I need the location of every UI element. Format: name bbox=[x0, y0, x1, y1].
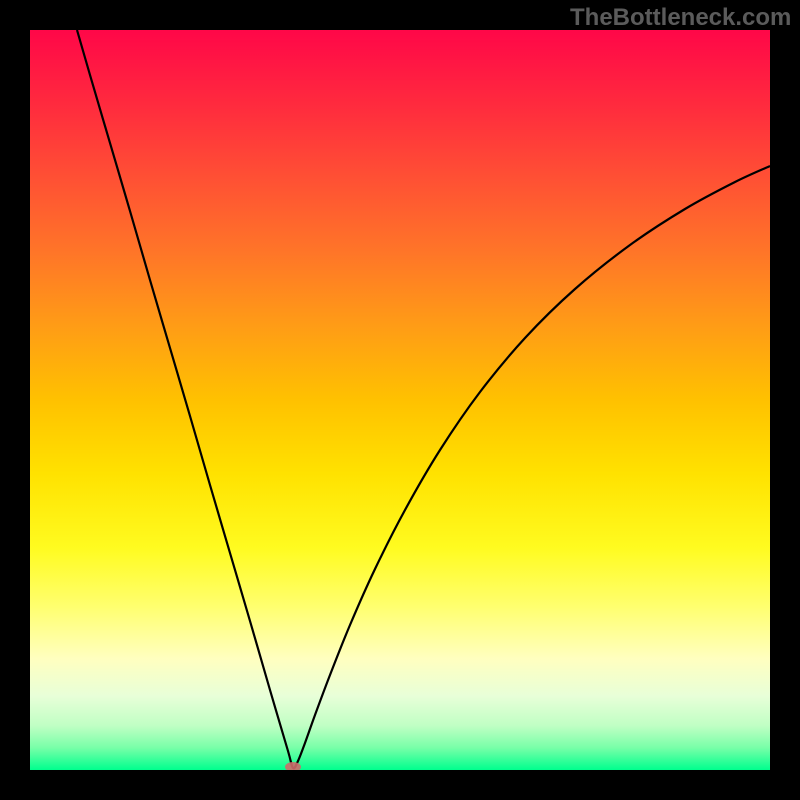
bottleneck-curve bbox=[77, 30, 770, 768]
curve-svg bbox=[30, 30, 770, 770]
watermark-text: TheBottleneck.com bbox=[570, 4, 791, 32]
minimum-marker bbox=[285, 762, 301, 770]
plot-area bbox=[30, 30, 770, 770]
chart-container: TheBottleneck.com bbox=[0, 0, 800, 800]
